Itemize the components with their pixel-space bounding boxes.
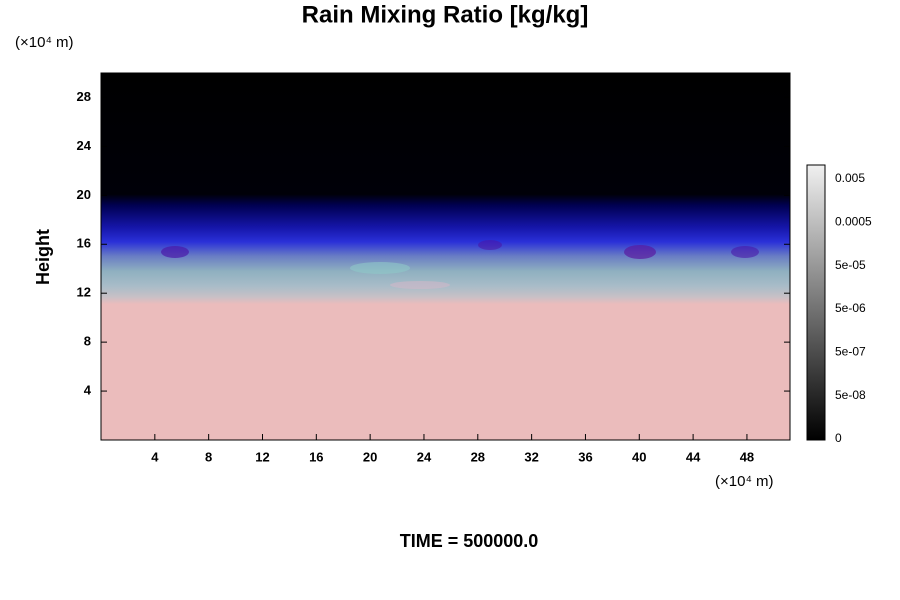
x-tick-label: 8 (205, 449, 212, 464)
x-tick-label: 20 (363, 449, 377, 464)
y-axis-label: Height (33, 229, 53, 285)
colorbar-label: 5e-08 (835, 388, 866, 402)
y-tick-label: 24 (77, 138, 92, 153)
colorbar-label: 5e-07 (835, 345, 866, 359)
field (101, 73, 790, 440)
footer: TIME = 500000.0 (400, 531, 539, 551)
x-tick-label: 12 (255, 449, 269, 464)
y-tick-label: 28 (77, 89, 91, 104)
y-tick-label: 16 (77, 236, 91, 251)
colorbar-label: 5e-06 (835, 301, 866, 315)
chart-title: Rain Mixing Ratio [kg/kg] (302, 1, 589, 28)
x-tick-label: 4 (151, 449, 159, 464)
colorbar-label: 0.0005 (835, 215, 872, 229)
colorbar-label: 0 (835, 431, 842, 445)
y-tick-label: 4 (84, 383, 92, 398)
x-tick-label: 36 (578, 449, 592, 464)
colorbar (806, 164, 826, 441)
y-tick-label: 8 (84, 334, 91, 349)
colorbar-label: 5e-05 (835, 258, 866, 272)
x-tick-label: 16 (309, 449, 323, 464)
x-tick-label: 44 (686, 449, 701, 464)
colorbar-label: 0.005 (835, 171, 865, 185)
x-tick-label: 28 (471, 449, 485, 464)
y-tick-label: 20 (77, 187, 91, 202)
x-tick-label: 24 (417, 449, 432, 464)
x-tick-label: 48 (740, 449, 754, 464)
x-tick-label: 32 (524, 449, 538, 464)
x-unit: (×10⁴ m) (715, 473, 774, 490)
y-unit: (×10⁴ m) (15, 34, 74, 51)
y-tick-label: 12 (77, 285, 91, 300)
plot-frame (100, 72, 791, 441)
x-tick-label: 40 (632, 449, 646, 464)
